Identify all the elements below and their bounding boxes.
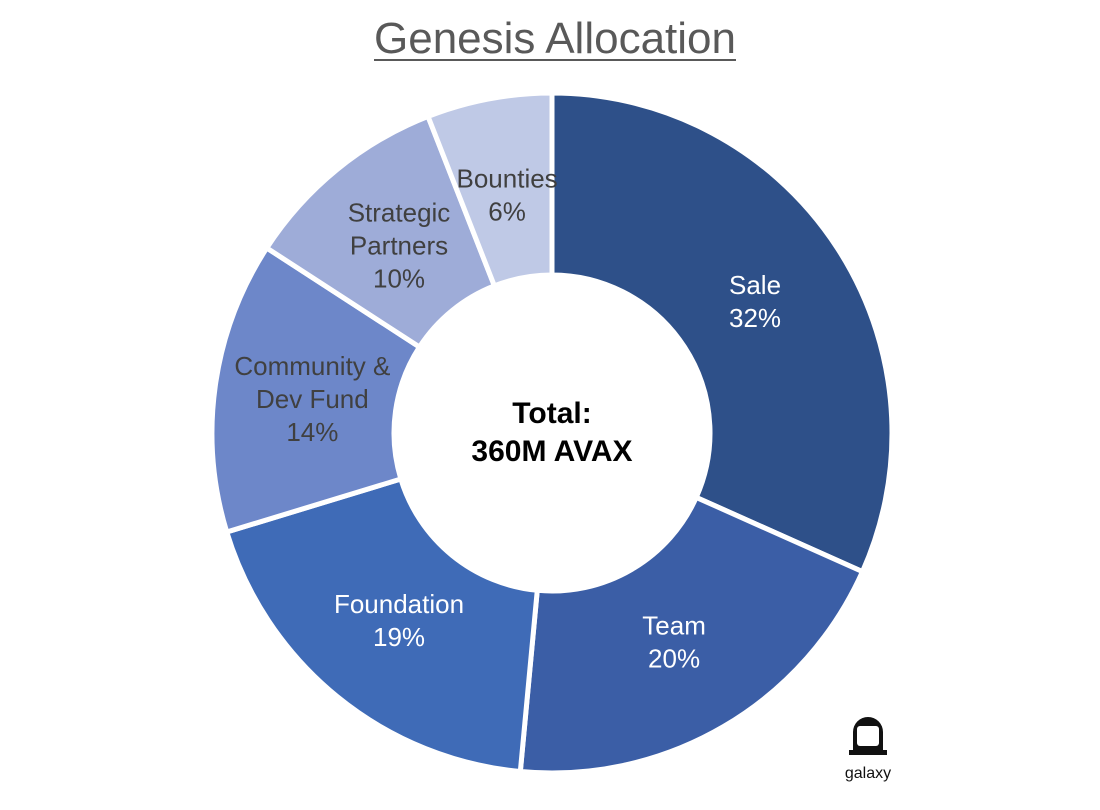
slice-foundation: [223, 475, 540, 775]
slice-name-label: Community &: [234, 351, 390, 381]
slice-name-label: Dev Fund: [256, 384, 369, 414]
slice-name-label: Bounties: [457, 164, 558, 194]
chart-title: Genesis Allocation: [374, 14, 736, 63]
slice-sale: [549, 90, 895, 575]
slice-value-label: 20%: [648, 643, 700, 673]
slice-value-label: 10%: [373, 263, 425, 293]
logo-text: galaxy: [844, 765, 892, 782]
slice-team: [517, 494, 866, 776]
center-label-line-2: 360M AVAX: [471, 435, 632, 468]
slice-label-sale: Sale 32%: [729, 270, 781, 333]
slice-community-dev-fund: [209, 244, 423, 536]
slice-value-label: 32%: [729, 303, 781, 333]
galaxy-logo-icon: [849, 717, 887, 755]
slice-name-label: Sale: [729, 270, 781, 300]
slice-label-foundation: Foundation 19%: [334, 589, 464, 652]
slice-name-label: Foundation: [334, 589, 464, 619]
slice-value-label: 19%: [373, 622, 425, 652]
center-label-line-1: Total:: [512, 397, 591, 430]
slice-label-team: Team 20%: [642, 610, 706, 673]
slice-name-label: Partners: [350, 230, 448, 260]
slice-label-bounties: Bounties 6%: [457, 164, 558, 227]
slice-bounties: [424, 90, 555, 290]
slice-value-label: 6%: [488, 197, 526, 227]
slice-name-label: Team: [642, 610, 706, 640]
slice-name-label: Strategic: [348, 197, 451, 227]
slice-value-label: 14%: [286, 417, 338, 447]
donut-slices: [209, 90, 895, 776]
slice-label-community-dev-fund: Community & Dev Fund 14%: [234, 351, 390, 447]
slice-label-strategic-partners: Strategic Partners 10%: [348, 197, 451, 293]
galaxy-logo: galaxy: [836, 712, 900, 783]
donut-labels: Sale 32% Team 20% Foundation 19% Community & De…: [234, 164, 781, 674]
